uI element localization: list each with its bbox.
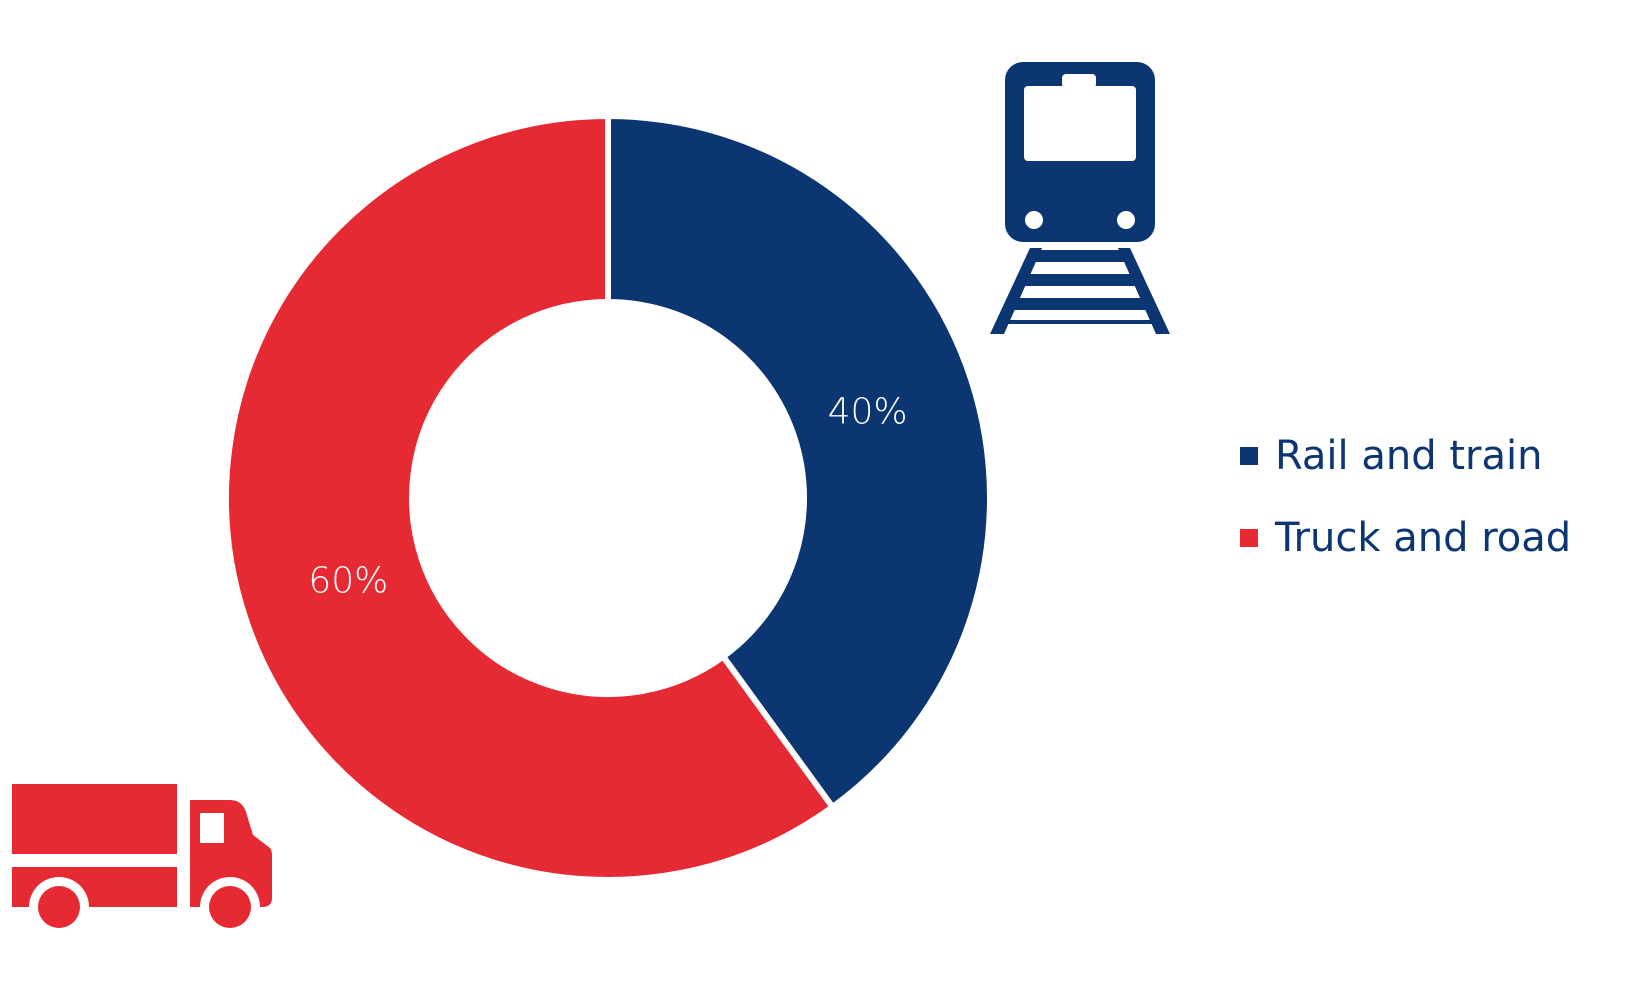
train-sign bbox=[1062, 74, 1096, 88]
legend-marker bbox=[1240, 447, 1258, 465]
sleeper bbox=[1006, 320, 1154, 324]
train-icon bbox=[990, 62, 1170, 334]
wheel bbox=[209, 886, 251, 928]
truck-cargo bbox=[12, 784, 177, 854]
rail bbox=[990, 248, 1042, 334]
sleeper bbox=[1013, 298, 1147, 310]
value-label: 40% bbox=[828, 392, 908, 433]
truck-icon bbox=[12, 784, 272, 937]
value-label: 60% bbox=[308, 560, 388, 601]
train-window bbox=[1024, 86, 1136, 161]
truck-window bbox=[200, 813, 224, 843]
train-light bbox=[1025, 211, 1043, 229]
legend-label: Truck and road bbox=[1274, 515, 1571, 561]
sleeper bbox=[1024, 274, 1136, 286]
sleeper bbox=[1035, 250, 1125, 262]
donut-slice bbox=[223, 112, 837, 883]
legend-label: Rail and train bbox=[1275, 433, 1542, 479]
wheel bbox=[38, 886, 80, 928]
legend-marker bbox=[1240, 529, 1258, 547]
donut-slice bbox=[605, 112, 993, 812]
rail bbox=[1118, 248, 1170, 334]
train-light bbox=[1117, 211, 1135, 229]
